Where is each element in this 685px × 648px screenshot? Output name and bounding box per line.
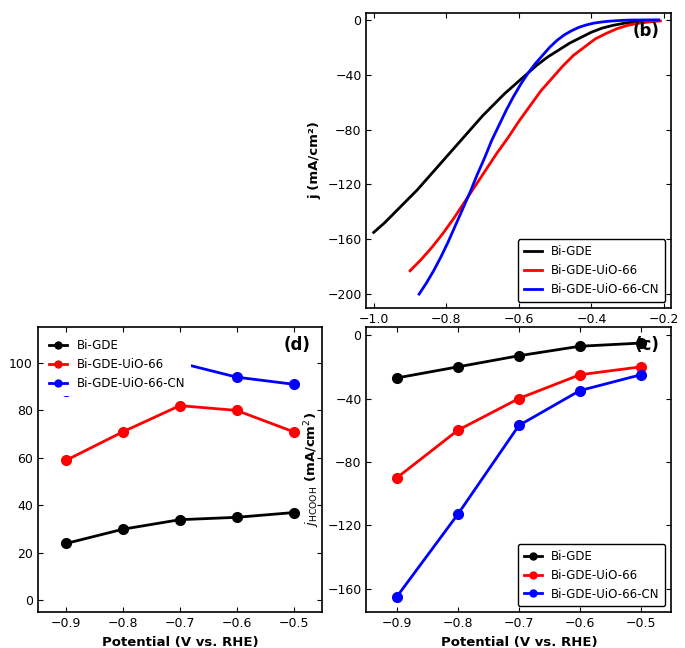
Y-axis label: j (mA/cm²): j (mA/cm²) bbox=[309, 121, 322, 200]
Text: (d): (d) bbox=[284, 336, 310, 354]
Y-axis label: $j_\mathrm{HCOOH}$ (mA/cm$^2$): $j_\mathrm{HCOOH}$ (mA/cm$^2$) bbox=[302, 412, 322, 527]
Text: (b): (b) bbox=[632, 22, 659, 40]
Legend: Bi-GDE, Bi-GDE-UiO-66, Bi-GDE-UiO-66-CN: Bi-GDE, Bi-GDE-UiO-66, Bi-GDE-UiO-66-CN bbox=[518, 544, 665, 607]
Legend: Bi-GDE, Bi-GDE-UiO-66, Bi-GDE-UiO-66-CN: Bi-GDE, Bi-GDE-UiO-66, Bi-GDE-UiO-66-CN bbox=[518, 239, 665, 302]
Text: (c): (c) bbox=[634, 336, 659, 354]
X-axis label: Potential (V vs. RHE): Potential (V vs. RHE) bbox=[440, 331, 597, 344]
X-axis label: Potential (V vs. RHE): Potential (V vs. RHE) bbox=[101, 636, 258, 648]
Y-axis label: $\mathregular{FE_{HCOOH}}$%: $\mathregular{FE_{HCOOH}}$% bbox=[0, 434, 3, 505]
Legend: Bi-GDE, Bi-GDE-UiO-66, Bi-GDE-UiO-66-CN: Bi-GDE, Bi-GDE-UiO-66, Bi-GDE-UiO-66-CN bbox=[44, 333, 191, 396]
X-axis label: Potential (V vs. RHE): Potential (V vs. RHE) bbox=[440, 636, 597, 648]
